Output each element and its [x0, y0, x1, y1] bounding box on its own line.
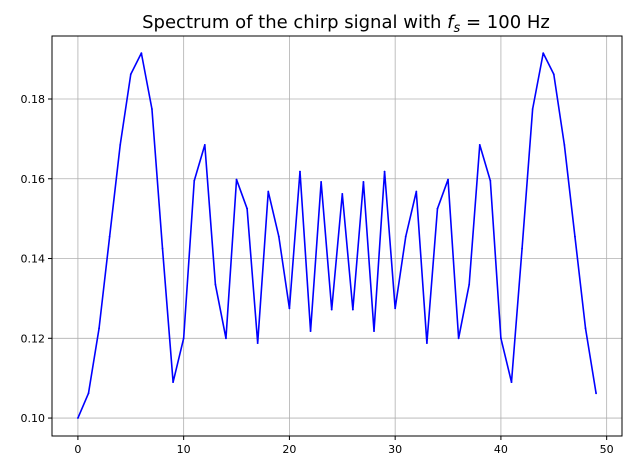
data-point [373, 330, 375, 333]
x-tick-label: 40 [494, 443, 508, 456]
data-point [320, 181, 323, 183]
data-point [214, 283, 217, 286]
data-point [394, 307, 397, 310]
chart-title-sub: s [453, 21, 460, 36]
y-tick-label: 0.18 [21, 93, 46, 106]
data-point [256, 342, 259, 344]
x-tick-label: 20 [282, 443, 296, 456]
data-point [140, 52, 143, 55]
chart-title: Spectrum of the chirp signal with fs = 1… [142, 12, 550, 36]
data-point [129, 73, 132, 76]
data-point [595, 392, 597, 395]
data-point [362, 181, 365, 183]
ticks: 0 10 20 30 40 50 0.10 0.12 0.14 0.16 0.18 [21, 93, 614, 456]
data-point [288, 307, 291, 310]
series-line [77, 52, 597, 419]
series-layer [77, 52, 597, 419]
data-point [447, 178, 449, 181]
data-point [478, 143, 481, 146]
axes-frame [51, 35, 623, 437]
data-point [415, 190, 418, 193]
data-point [225, 337, 227, 340]
x-tick-label: 10 [177, 443, 191, 456]
data-point [425, 342, 428, 344]
data-point [383, 170, 386, 173]
data-point [351, 308, 354, 311]
chart-title-var: f [447, 12, 456, 33]
chart-title-suffix: = 100 Hz [460, 12, 550, 33]
y-tick-label: 0.12 [21, 332, 46, 345]
data-point [436, 207, 439, 210]
data-point [182, 337, 185, 340]
data-point [267, 190, 270, 193]
data-point [563, 143, 566, 146]
data-point [108, 235, 111, 238]
data-point [521, 247, 523, 250]
data-point [87, 392, 90, 395]
data-point [574, 235, 576, 238]
data-point [531, 108, 534, 110]
data-point [193, 179, 196, 182]
data-point [489, 179, 492, 182]
data-point [161, 247, 164, 250]
data-point [172, 381, 174, 384]
data-point [235, 178, 238, 181]
data-point [277, 235, 280, 238]
data-point [77, 417, 79, 419]
chart-title-prefix: Spectrum of the chirp signal with [142, 12, 447, 33]
x-tick-label: 30 [388, 443, 402, 456]
data-point [341, 193, 344, 195]
data-point [500, 337, 502, 340]
data-point [299, 170, 301, 173]
data-point [203, 143, 206, 146]
data-point [457, 337, 460, 340]
y-tick-label: 0.10 [21, 412, 46, 425]
x-tick-label: 0 [74, 443, 81, 456]
data-point [468, 283, 471, 286]
data-point [404, 235, 407, 238]
x-tick-label: 50 [600, 443, 614, 456]
data-point [246, 207, 249, 210]
data-point [119, 143, 122, 146]
data-point [510, 381, 513, 384]
data-point [542, 52, 545, 55]
y-tick-label: 0.14 [21, 253, 46, 266]
data-point [584, 327, 587, 330]
data-point [330, 308, 333, 311]
data-point [309, 330, 312, 333]
data-point [98, 327, 100, 330]
grid [52, 36, 622, 436]
data-point [552, 73, 555, 76]
data-point [151, 108, 153, 110]
y-tick-label: 0.16 [21, 173, 46, 186]
